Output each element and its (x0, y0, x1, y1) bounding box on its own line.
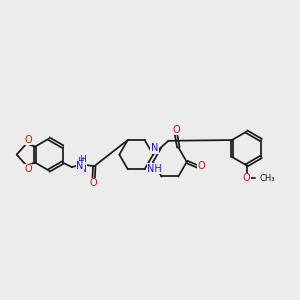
Text: O: O (24, 135, 32, 145)
Text: N: N (76, 161, 84, 171)
Text: H
N: H N (79, 155, 86, 174)
Text: N: N (151, 143, 158, 154)
Text: O: O (24, 164, 32, 174)
Text: H: H (77, 157, 83, 166)
Text: NH: NH (147, 164, 162, 174)
Text: O: O (172, 124, 180, 134)
Text: O: O (243, 173, 250, 184)
Text: CH₃: CH₃ (260, 174, 275, 183)
Text: O: O (90, 178, 98, 188)
Text: O: O (198, 161, 205, 172)
